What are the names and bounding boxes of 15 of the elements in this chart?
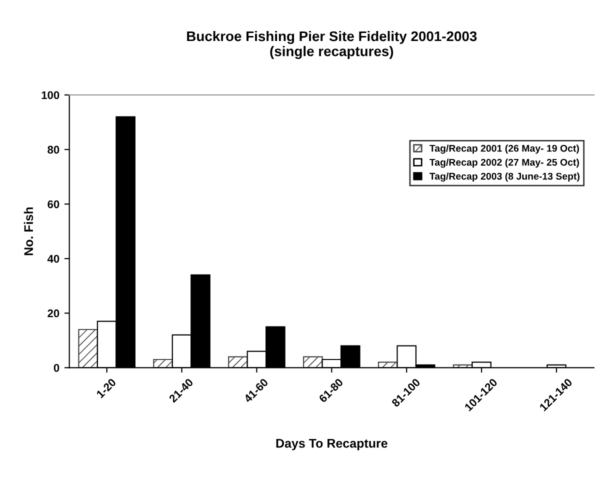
legend-label: Tag/Recap 2001 (26 May- 19 Oct) [430, 144, 579, 154]
legend-label: Tag/Recap 2003 (8 June-13 Sept) [430, 172, 580, 182]
x-axis-title: Days To Recapture [276, 439, 388, 450]
bar [78, 328, 98, 368]
y-tick-label: 20 [48, 309, 60, 318]
y-tick-label: 0 [54, 364, 60, 372]
y-tick-label: 40 [47, 254, 60, 263]
bar [302, 356, 323, 368]
bar [228, 356, 248, 368]
legend-label: Tag/Recap 2002 (27 May- 25 Oct) [430, 158, 579, 168]
y-axis-title: No. Fish [24, 207, 34, 256]
y-tick-label: 60 [48, 200, 60, 208]
y-tick-label: 80 [48, 146, 60, 154]
chart-title: Buckroe Fishing Pier Site Fidelity 2001-2003 (single recaptures) [187, 30, 477, 60]
y-tick-label: 100 [42, 91, 60, 100]
